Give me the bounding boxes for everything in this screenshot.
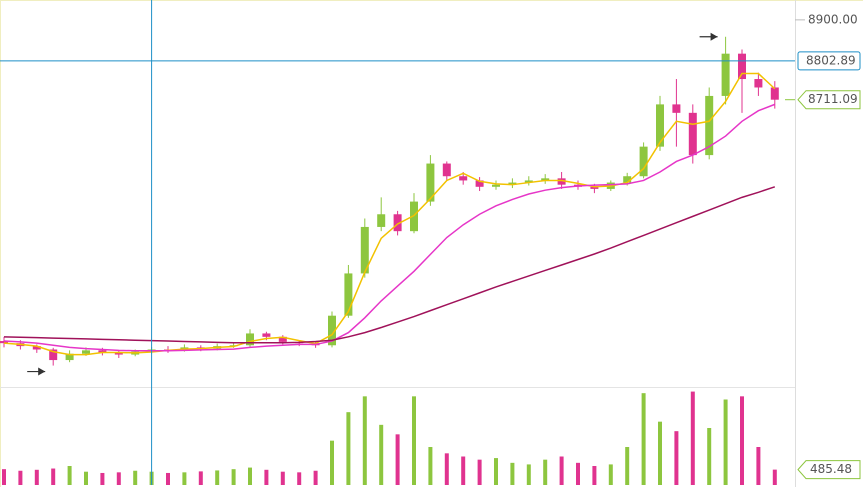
candle-body <box>541 178 550 181</box>
volume-bar <box>395 434 400 485</box>
candle-body <box>98 350 107 353</box>
candle-body <box>442 163 451 177</box>
candle-body <box>65 353 74 361</box>
candle-body <box>360 226 369 274</box>
volume-bar <box>723 399 728 485</box>
candle-body <box>623 176 632 183</box>
volume-bar <box>592 466 597 485</box>
candle-body <box>328 315 336 346</box>
volume-bar <box>674 431 679 485</box>
volume-bar <box>346 412 351 485</box>
current-volume-label: 485.48 <box>810 462 852 476</box>
volume-bar <box>264 469 269 485</box>
volume-bar <box>51 468 56 485</box>
volume-bar <box>412 396 416 485</box>
volume-bar <box>133 470 138 485</box>
candle-body <box>508 182 517 185</box>
marker-arrow-head <box>38 367 46 376</box>
candle-body <box>754 79 763 88</box>
volume-bar <box>182 472 187 485</box>
volume-bar <box>461 456 466 485</box>
volume-bar <box>297 472 302 485</box>
volume-bar <box>772 469 777 485</box>
volume-bar <box>198 471 203 485</box>
candle-body <box>656 104 664 147</box>
volume-bar <box>543 459 548 485</box>
volume-bar <box>362 396 367 485</box>
candle-body <box>721 53 730 96</box>
volume-bar <box>34 469 39 485</box>
candle-body <box>639 146 648 177</box>
candle-body <box>393 214 402 232</box>
volume-bar <box>526 464 531 485</box>
volume-bar <box>2 469 6 485</box>
volume-bar <box>740 396 744 485</box>
moving-average-line <box>3 186 776 344</box>
candle-body <box>738 53 746 80</box>
volume-bar <box>658 421 662 485</box>
marker-arrow-head <box>710 32 718 41</box>
candle-body <box>475 180 484 187</box>
volume-bar <box>280 471 285 485</box>
volume-bar <box>100 472 105 485</box>
candle-body <box>377 214 386 227</box>
volume-bar <box>444 453 449 485</box>
candle-body <box>524 180 533 183</box>
candle-body <box>114 352 123 355</box>
volume-bar <box>116 472 121 485</box>
volume-bar <box>576 462 580 485</box>
candle-body <box>344 273 353 316</box>
volume-bar <box>231 469 236 485</box>
volume-bar <box>313 470 318 485</box>
volume-bar <box>494 458 498 485</box>
volume-bar <box>608 464 613 485</box>
crosshair-price-box <box>797 51 861 71</box>
candle-body <box>426 163 435 202</box>
volume-bar <box>428 447 433 485</box>
moving-average-line <box>3 103 776 352</box>
current-volume-box <box>797 460 861 480</box>
volume-bar <box>215 470 220 485</box>
volume-bar <box>166 472 170 485</box>
candle-body <box>278 336 287 342</box>
volume-bar <box>67 466 72 485</box>
volume-bar <box>18 470 23 485</box>
candle-body <box>49 349 58 361</box>
candle-body <box>557 178 566 185</box>
volume-bar <box>756 447 761 485</box>
candle-body <box>82 350 90 354</box>
volume-bar <box>641 393 646 485</box>
volume-bar <box>690 391 695 485</box>
current-price-label: 8711.09 <box>808 92 858 106</box>
candle-body <box>459 176 468 181</box>
candle-body <box>410 201 418 232</box>
volume-bar <box>559 456 564 485</box>
candle-body <box>590 186 599 189</box>
volume-bar <box>707 428 712 485</box>
volume-bar <box>379 424 384 485</box>
current-price-box <box>797 90 861 110</box>
candle-body <box>262 333 271 337</box>
candle-body <box>770 87 779 100</box>
volume-bar <box>625 447 630 485</box>
candle-body <box>0 341 8 344</box>
candle-body <box>492 184 500 187</box>
volume-bar <box>330 440 334 485</box>
y-tick-label: 8900.00 <box>808 12 858 26</box>
crosshair-price-label: 8802.89 <box>806 53 856 67</box>
moving-average-line <box>3 72 776 356</box>
volume-bar <box>510 462 515 485</box>
candle-body <box>688 112 697 156</box>
volume-bar <box>477 459 482 485</box>
candle-body <box>705 95 714 156</box>
candle-body <box>246 333 254 346</box>
candle-body <box>672 104 681 113</box>
candle-body <box>32 346 41 350</box>
volume-bar <box>84 471 88 485</box>
volume-bar <box>248 467 252 485</box>
